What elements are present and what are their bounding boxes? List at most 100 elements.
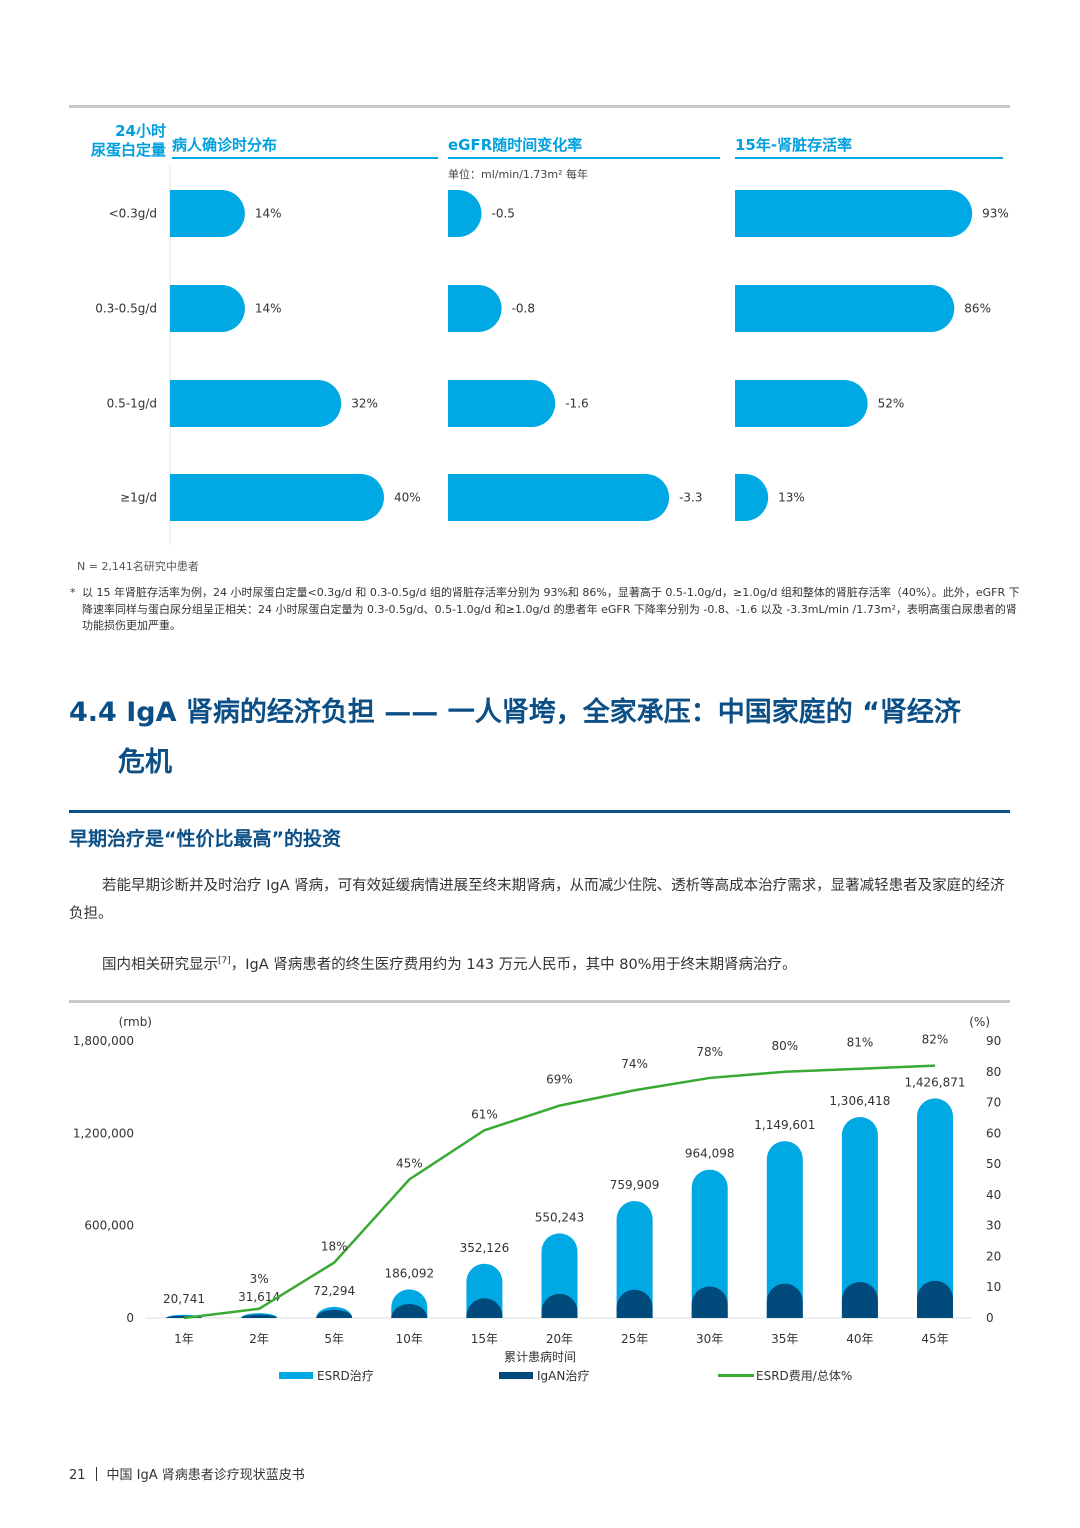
esrd-value-label: 352,126 [460, 1241, 510, 1255]
bar [447, 474, 670, 521]
section-divider [69, 810, 1010, 813]
legend-igan-swatch [499, 1372, 533, 1379]
left-tick-label: 1,200,000 [73, 1126, 134, 1140]
right-tick-label: 70 [986, 1096, 1001, 1110]
bar-value-label: -0.8 [512, 302, 535, 316]
page-number: 21 [69, 1468, 86, 1483]
bar [735, 380, 868, 427]
esrd-bar [841, 1116, 878, 1318]
section-title-line2: 危机 [118, 747, 172, 778]
section-title: 4.4 IgA 肾病的经济负担 —— 一人肾垮，全家承压：中国家庭的 “肾经济 … [69, 688, 1074, 788]
line-value-label: 3% [250, 1272, 269, 1286]
row-header: 24小时 尿蛋白定量 [90, 122, 166, 159]
esrd-value-label: 1,149,601 [754, 1118, 815, 1132]
bar [735, 285, 955, 332]
right-tick-label: 90 [986, 1034, 1001, 1048]
igan-bar [841, 1281, 878, 1318]
section-title-line1: 4.4 IgA 肾病的经济负担 —— 一人肾垮，全家承压：中国家庭的 “肾经济 [69, 697, 961, 728]
bar [170, 190, 245, 237]
footnote-text: 以 15 年肾脏存活率为例，24 小时尿蛋白定量<0.3g/d 和 0.3-0.… [82, 586, 1020, 632]
bar [170, 380, 342, 427]
bar [448, 285, 502, 332]
esrd-bar [766, 1141, 803, 1318]
bar-value-label: 14% [255, 302, 282, 316]
bar-value-label: 14% [255, 207, 282, 221]
esrd-bar [917, 1098, 953, 1318]
igan-bar [391, 1303, 428, 1318]
x-tick-label: 35年 [771, 1332, 798, 1346]
line-value-label: 80% [771, 1039, 798, 1053]
x-axis-title: 累计患病时间 [504, 1349, 576, 1364]
esrd-value-label: 31,614 [238, 1290, 280, 1304]
igan-bar [466, 1298, 503, 1318]
line-value-label: 69% [546, 1073, 573, 1087]
igan-bar [691, 1286, 728, 1318]
citation-ref[interactable]: [7] [218, 956, 231, 966]
legend-line-swatch [718, 1374, 754, 1377]
line-value-label: 45% [396, 1157, 423, 1171]
esrd-share-line [183, 1064, 936, 1320]
right-tick-label: 40 [986, 1188, 1001, 1202]
legend-esrd-swatch [279, 1372, 313, 1379]
bar-value-label: 86% [964, 302, 991, 316]
x-tick-label: 15年 [471, 1332, 498, 1346]
bar-value-label: 32% [351, 397, 378, 411]
bar [170, 285, 245, 332]
top-divider [69, 105, 1010, 108]
igan-bar [616, 1289, 653, 1318]
paragraph-1: 若能早期诊断并及时治疗 IgA 肾病，可有效延缓病情进展至终末期肾病，从而减少住… [69, 878, 1005, 922]
x-tick-label: 40年 [846, 1332, 873, 1346]
esrd-value-label: 20,741 [163, 1292, 205, 1306]
unit-label: 单位：ml/min/1.73m² 每年 [448, 168, 589, 181]
left-axis-unit: (rmb) [119, 1015, 152, 1029]
col-header-egfr: eGFR随时间变化率 [448, 134, 720, 159]
esrd-value-label: 550,243 [535, 1210, 585, 1224]
igan-bar [766, 1283, 803, 1318]
x-tick-label: 1年 [174, 1332, 194, 1346]
footer-separator [95, 1467, 97, 1481]
line-value-label: 82% [922, 1033, 949, 1047]
chart-divider [69, 1000, 1010, 1003]
igan-bar [316, 1309, 353, 1318]
right-tick-label: 20 [986, 1249, 1001, 1263]
left-tick-label: 0 [126, 1311, 134, 1325]
right-axis-unit: (%) [969, 1015, 990, 1029]
sample-size-note: N = 2,141名研究中患者 [77, 560, 199, 573]
bar-value-label: -0.5 [492, 207, 515, 221]
legend-igan-label: IgAN治疗 [537, 1369, 589, 1383]
esrd-bar [691, 1169, 728, 1318]
paragraph-2: 国内相关研究显示[7]，IgA 肾病患者的终生医疗费用约为 143 万元人民币，… [69, 947, 1011, 979]
footer-doc-title: 中国 IgA 肾病患者诊疗现状蓝皮书 [106, 1468, 305, 1483]
bar [448, 380, 556, 427]
left-tick-label: 600,000 [84, 1219, 134, 1233]
bar-value-label: 40% [394, 491, 421, 505]
cost-chart: (rmb) (%) 0 600,000 1,200,000 1,800,000 0 10 20 3… [73, 1015, 1001, 1383]
left-tick-label: 1,800,000 [73, 1034, 134, 1048]
paragraph-2-text-b: ，IgA 肾病患者的终生医疗费用约为 143 万元人民币，其中 80%用于终末期… [230, 956, 797, 973]
row-label: <0.3g/d [109, 207, 157, 221]
esrd-value-label: 964,098 [685, 1147, 735, 1161]
esrd-value-label: 759,909 [610, 1178, 660, 1192]
bar-value-label: 93% [982, 207, 1009, 221]
bar-value-label: -1.6 [565, 397, 588, 411]
esrd-value-label: 1,426,871 [904, 1075, 965, 1089]
x-tick-label: 25年 [621, 1332, 648, 1346]
footnote-marker: * [70, 586, 76, 599]
x-tick-label: 10年 [396, 1332, 423, 1346]
esrd-value-label: 186,092 [384, 1266, 434, 1280]
bar-value-label: -3.3 [679, 491, 702, 505]
bar-value-label: 52% [878, 397, 905, 411]
x-tick-label: 2年 [249, 1332, 269, 1346]
line-value-label: 78% [696, 1045, 723, 1059]
right-tick-label: 0 [986, 1311, 994, 1325]
right-tick-label: 60 [986, 1126, 1001, 1140]
bar [735, 474, 769, 521]
paragraph-2-text-a: 国内相关研究显示 [102, 956, 218, 973]
top-bar-charts: <0.3g/d 0.3-0.5g/d 0.5-1g/d ≥1g/d 14% 14% 32% 4… [95, 165, 1009, 545]
x-tick-label: 30年 [696, 1332, 723, 1346]
col-header-survival: 15年-肾脏存活率 [735, 134, 1003, 159]
right-tick-label: 50 [986, 1157, 1001, 1171]
esrd-value-label: 72,294 [313, 1284, 355, 1298]
bar [735, 190, 973, 237]
line-value-label: 61% [471, 1107, 498, 1121]
